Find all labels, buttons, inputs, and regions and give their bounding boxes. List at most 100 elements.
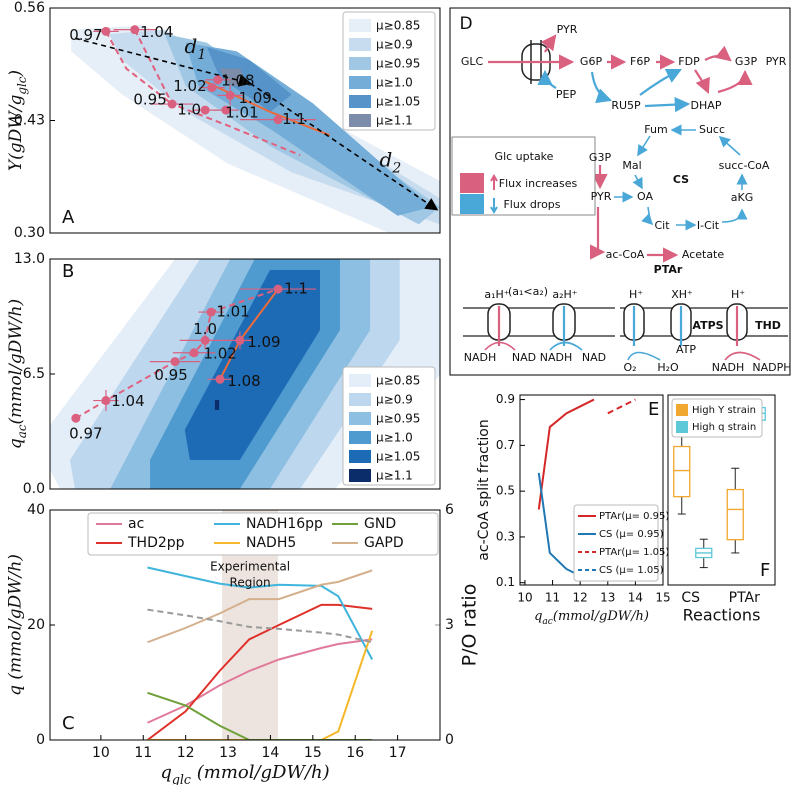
diagram-labels: GLC PYR G6P F6P FDP G3P PYR PEP RU5P DHAP Glc upta… (461, 23, 792, 374)
point-label: 0.95 (154, 366, 187, 384)
y-axis-label: qac(mmol/gDW/h) (6, 299, 30, 449)
legend-label: μ≥0.9 (376, 393, 413, 407)
legend-label: THD2pp (127, 535, 185, 551)
legend-label: μ≥0.9 (376, 38, 413, 52)
x-axis-label-part: glc (172, 772, 191, 785)
y2-axis-label: P/O ratio (459, 584, 481, 667)
point-label: 1.08 (227, 372, 260, 390)
diagram-label: ATPS (692, 319, 723, 332)
legend-label: μ≥1.05 (376, 95, 420, 109)
diagram-label: PYR (557, 23, 578, 36)
diagram-label: Cit (654, 219, 670, 232)
y2-tick-label: 3 (445, 617, 454, 633)
series-line (147, 608, 373, 644)
legend-label: NADH16pp (246, 516, 323, 532)
y-tick-label: 0.5 (496, 484, 515, 498)
diagram-label: RU5P (611, 99, 641, 112)
diagram-label: NADPH (752, 361, 791, 374)
y-axis-label-part: q (6, 438, 26, 449)
legend-swatch (676, 404, 688, 416)
series-line (105, 30, 173, 105)
data-point (101, 26, 111, 36)
y-tick-label: 0 (36, 732, 45, 748)
legend-swatch (676, 421, 688, 433)
diagram-label: Glc uptake (495, 150, 554, 163)
y-tick-label: 20 (27, 617, 45, 633)
point-label: 0.97 (69, 26, 102, 44)
x-tick-label: 13 (600, 591, 615, 605)
diagram-label: PTAr (654, 263, 683, 276)
data-point (235, 335, 245, 345)
y2-tick-label: 0 (445, 732, 454, 748)
diagram-label: H₂O (657, 361, 679, 374)
panel-label: C (62, 713, 75, 734)
diagram-label: PYR (591, 190, 612, 203)
direction-arrow (74, 37, 252, 87)
diagram-label: Fum (644, 123, 667, 136)
diagram-label: CS (673, 173, 689, 186)
data-point (189, 348, 199, 358)
plot-frame (49, 258, 441, 490)
y-axis-label-part: ) (6, 70, 26, 78)
data-point (206, 307, 216, 317)
panel-label: D (459, 14, 472, 34)
diagram-label: (a₁<a₂) (508, 285, 548, 298)
y-tick-label: 0.7 (496, 438, 515, 452)
legend-label: ac (128, 516, 144, 532)
y-tick-label: 0.43 (14, 113, 45, 129)
arrow-label: d1 (185, 33, 207, 63)
point-label: 1.08 (221, 71, 254, 89)
panel-label: E (648, 399, 659, 420)
arrow-label: d2 (380, 147, 402, 177)
diagram-label: G6P (580, 55, 603, 68)
box-body (673, 445, 691, 498)
y-axis-label-part: glc (15, 76, 29, 94)
x-tick-label: 15 (304, 745, 322, 761)
diagram-label: O₂ (623, 361, 636, 374)
diagram-label: a₁H⁺ (484, 288, 509, 301)
point-label: 1.0 (177, 101, 201, 119)
x-axis-label-part: q (534, 609, 542, 624)
diagram-label: OA (637, 190, 653, 203)
legend-swatch (349, 431, 371, 444)
x-tick-label: 12 (177, 745, 195, 761)
contour-region (184, 269, 321, 460)
legend-swatch (349, 76, 371, 89)
x-tick-label: CS (681, 590, 700, 606)
legend-swatch (460, 173, 484, 193)
y-axis-label: ac-CoA split fraction (476, 419, 492, 560)
diagram-label: H⁺ (629, 288, 643, 301)
data-point (207, 83, 217, 93)
x-tick-label: 10 (517, 591, 532, 605)
x-axis-label-part: (mmol/gDW/h) (553, 609, 649, 624)
legend-label: CS (μ= 0.95) (599, 529, 664, 540)
point-label: 0.97 (69, 425, 102, 443)
series-line (133, 29, 301, 157)
point-label: 1.02 (203, 344, 236, 362)
diagram-label: Acetate (682, 248, 725, 261)
point-label: 1.01 (216, 303, 249, 321)
diagram-label: NAD (512, 351, 536, 364)
y-tick-label: 0.0 (23, 481, 45, 497)
arrow-label-part: 2 (391, 160, 401, 176)
diagram-label: G3P (589, 151, 612, 164)
y-tick-label: 0.30 (14, 225, 45, 241)
point-label: 1.02 (173, 77, 206, 95)
plot-frame (49, 509, 441, 741)
series-line (147, 638, 373, 724)
diagram-panel: D GLC PYR G6P F6P FDP G3P PYR PEP RU5P DHAP Glc up… (449, 7, 792, 376)
x-tick-label: 14 (628, 591, 643, 605)
series-line (147, 566, 374, 660)
point-label: 1.1 (282, 110, 306, 128)
y-axis-label-part: (mmol/gDW/h) (6, 299, 26, 425)
diagram-label: FDP (678, 55, 700, 68)
legend-box (671, 398, 763, 438)
point-label: 0.95 (133, 91, 166, 109)
point-label: 1.04 (140, 23, 173, 41)
x-axis-label: qglc (mmol/gDW/h) (160, 762, 329, 785)
legend-swatch (349, 412, 371, 425)
x-axis-label: Reactions (683, 606, 761, 625)
y-axis-label-part: ac (15, 424, 29, 438)
diagram-label: NADH (712, 361, 745, 374)
